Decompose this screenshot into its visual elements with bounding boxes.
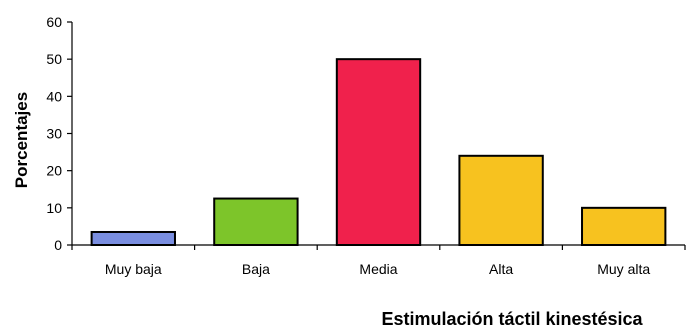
y-tick-label: 30: [46, 126, 62, 142]
bar-muy-alta: [581, 206, 667, 246]
y-axis-label: Porcentajes: [12, 92, 31, 188]
y-tick-label: 0: [54, 237, 62, 253]
y-tick-label: 60: [46, 14, 62, 30]
x-tick-label: Alta: [489, 261, 513, 277]
bar-baja: [213, 197, 299, 247]
y-tick-label: 20: [46, 163, 62, 179]
y-tick-label: 10: [46, 200, 62, 216]
bar-alta: [458, 154, 544, 246]
y-tick-label: 50: [46, 51, 62, 67]
bar-media: [335, 58, 422, 246]
y-tick-labels: 0 10 20 30 40 50 60: [46, 14, 62, 253]
x-tick-label: Muy baja: [105, 261, 162, 277]
x-tick-label: Baja: [242, 261, 270, 277]
x-tick-labels: Muy baja Baja Media Alta Muy alta: [105, 261, 650, 277]
x-tick-label: Media: [359, 261, 397, 277]
x-tick-label: Muy alta: [597, 261, 650, 277]
x-axis-label: Estimulación táctil kinestésica: [381, 309, 643, 328]
bars: [90, 58, 667, 247]
y-tick-label: 40: [46, 88, 62, 104]
bar-muy-baja: [90, 230, 176, 247]
